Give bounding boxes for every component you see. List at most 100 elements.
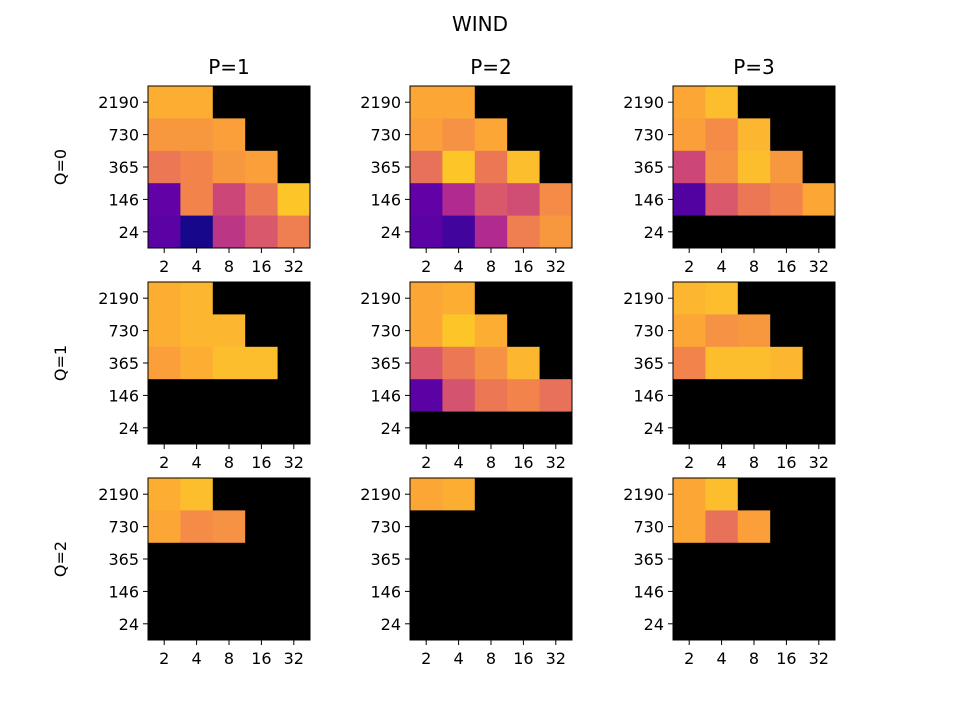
heatmap-cell: [705, 282, 739, 315]
heatmap-cell: [245, 118, 279, 152]
heatmap-cell: [277, 607, 311, 641]
heatmap-cell: [507, 118, 541, 152]
heatmap-cell: [539, 379, 573, 413]
heatmap-cell: [212, 183, 246, 217]
heatmap-cell: [245, 183, 279, 217]
heatmap-cell: [245, 86, 279, 119]
row-label: Q=1: [51, 345, 70, 381]
heatmap-cell: [410, 314, 443, 348]
heatmap-cell: [539, 575, 573, 609]
heatmap-cell: [802, 411, 836, 445]
heatmap-cell: [802, 542, 836, 576]
y-tick-label: 365: [370, 550, 401, 569]
y-tick-label: 24: [381, 419, 401, 438]
heatmap-cell: [148, 510, 181, 544]
x-tick-label: 8: [749, 649, 759, 668]
heatmap-cell: [737, 346, 771, 380]
heatmap-cell: [770, 575, 804, 609]
heatmap-cell: [474, 282, 508, 315]
heatmap-cell: [737, 411, 771, 445]
y-tick-label: 2190: [623, 485, 664, 504]
heatmap-cell: [180, 478, 214, 511]
x-tick-label: 4: [717, 257, 727, 276]
heatmap-cell: [410, 86, 443, 119]
heatmap-cell: [410, 215, 443, 249]
heatmap-cell: [737, 542, 771, 576]
heatmap-cell: [737, 282, 771, 315]
heatmap-cell: [474, 607, 508, 641]
x-tick-label: 8: [749, 453, 759, 472]
heatmap-cell: [737, 607, 771, 641]
y-tick-label: 730: [108, 322, 139, 341]
y-tick-label: 2190: [98, 289, 139, 308]
heatmap-cell: [245, 150, 279, 184]
heatmap-cell: [539, 510, 573, 544]
heatmap-cell: [802, 183, 836, 217]
x-tick-label: 8: [224, 453, 234, 472]
heatmap-cell: [212, 542, 246, 576]
heatmap-cell: [673, 346, 706, 380]
heatmap-cell: [474, 411, 508, 445]
x-tick-label: 4: [192, 649, 202, 668]
x-tick-label: 2: [159, 649, 169, 668]
heatmap-cell: [770, 86, 804, 119]
x-tick-label: 8: [224, 649, 234, 668]
heatmap-cell: [737, 150, 771, 184]
heatmap-cell: [148, 542, 181, 576]
heatmap-cell: [442, 86, 476, 119]
heatmap-cell: [245, 379, 279, 413]
y-tick-label: 24: [119, 223, 139, 242]
y-tick-label: 146: [633, 190, 664, 209]
x-tick-label: 32: [809, 453, 829, 472]
x-tick-label: 32: [546, 649, 566, 668]
heatmap-cell: [507, 510, 541, 544]
y-tick-label: 730: [633, 126, 664, 145]
y-tick-label: 24: [644, 615, 664, 634]
heatmap-cell: [770, 542, 804, 576]
heatmap-cell: [705, 478, 739, 511]
heatmap-cell: [245, 478, 279, 511]
y-tick-label: 146: [108, 190, 139, 209]
x-tick-label: 2: [159, 257, 169, 276]
heatmap-cell: [410, 379, 443, 413]
heatmap-cell: [212, 510, 246, 544]
y-tick-label: 365: [108, 354, 139, 373]
heatmap-cell: [802, 478, 836, 511]
heatmap-cell: [212, 478, 246, 511]
heatmap-cell: [507, 346, 541, 380]
heatmap-cell: [148, 379, 181, 413]
x-tick-label: 32: [284, 649, 304, 668]
heatmap-cell: [802, 346, 836, 380]
x-tick-label: 2: [684, 257, 694, 276]
heatmap-cell: [802, 282, 836, 315]
x-tick-label: 4: [192, 453, 202, 472]
x-tick-label: 4: [717, 649, 727, 668]
heatmap-cell: [802, 86, 836, 119]
x-tick-label: 4: [454, 453, 464, 472]
heatmap-cell: [705, 607, 739, 641]
heatmap-cell: [770, 379, 804, 413]
heatmap-cell: [705, 542, 739, 576]
heatmap-cell: [180, 607, 214, 641]
heatmap-cell: [277, 314, 311, 348]
heatmap-cell: [673, 150, 706, 184]
y-tick-label: 365: [108, 550, 139, 569]
heatmap-cell: [442, 478, 476, 511]
heatmap-cell: [148, 411, 181, 445]
heatmap-cell: [442, 542, 476, 576]
heatmap-cell: [148, 215, 181, 249]
x-tick-label: 16: [776, 649, 796, 668]
heatmap-cell: [474, 542, 508, 576]
heatmap-cell: [410, 411, 443, 445]
x-tick-label: 2: [684, 649, 694, 668]
heatmap-cell: [410, 118, 443, 152]
y-tick-label: 24: [381, 223, 401, 242]
y-tick-label: 146: [108, 582, 139, 601]
heatmap-cell: [212, 411, 246, 445]
heatmap-cell: [277, 282, 311, 315]
x-tick-label: 4: [717, 453, 727, 472]
